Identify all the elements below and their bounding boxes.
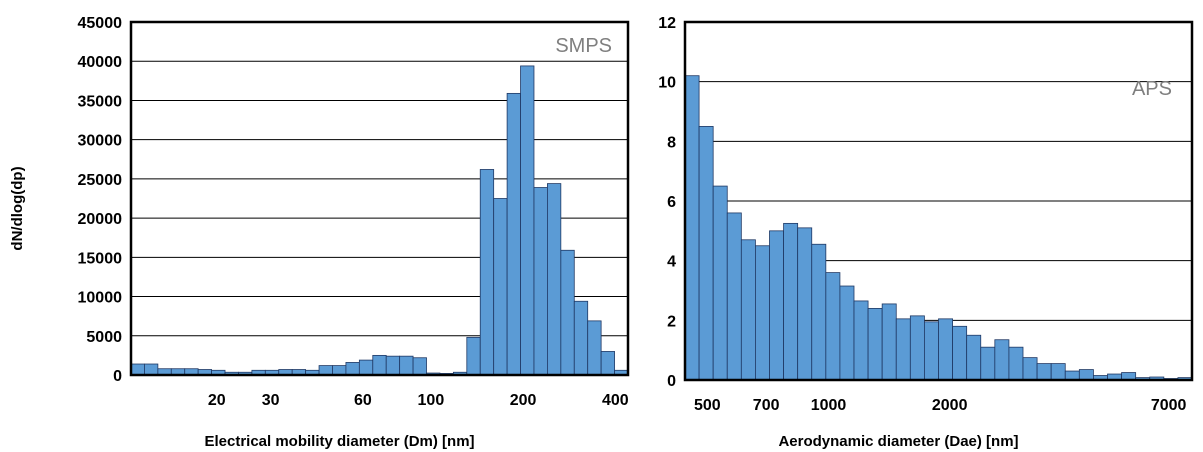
histogram-bar [1008,346,1024,381]
histogram-bar [399,355,414,376]
histogram-bar [358,359,374,376]
histogram-bar [130,363,145,376]
x-tick-label: 2000 [932,397,968,414]
histogram-bar [493,198,508,376]
histogram-bar [755,245,770,381]
x-tick-label: 200 [510,392,537,409]
histogram-bar [144,363,159,376]
histogram-bar [853,300,869,381]
histogram-bar [1064,370,1080,381]
histogram-bar [712,185,728,381]
histogram-bar [980,346,996,381]
histogram-bar [881,303,897,381]
x-tick-label: 100 [418,392,445,409]
y-tick-label: 4 [667,254,676,271]
histogram-bar [825,272,841,381]
y-axis-title: dN/dlog(dp) [9,166,26,250]
y-tick-label: 25000 [78,172,123,189]
x-tick-label: 30 [262,392,280,409]
y-tick-label: 45000 [78,15,123,32]
histogram-bar [769,230,784,381]
plot-frame [129,20,630,377]
histogram-bar [479,169,495,376]
histogram-bar [372,354,387,376]
histogram-bar [1078,369,1094,381]
histogram-bar [533,187,548,376]
x-tick-label: 500 [694,397,721,414]
x-tick-label: 400 [602,392,629,409]
histogram-bar [600,351,615,376]
histogram-bar [924,321,939,381]
x-axis-title: Electrical mobility diameter (Dm) [nm] [204,433,474,450]
histogram-bar [560,249,575,376]
histogram-bar [867,307,883,381]
histogram-bar [811,243,827,381]
histogram-bar [952,325,968,381]
y-tick-label: 6 [667,194,676,211]
histogram-bar [547,183,562,376]
histogram-bar [412,357,427,376]
panel-label: APS [1132,78,1172,100]
x-tick-label: 60 [354,392,372,409]
histogram-bar [994,339,1010,381]
histogram-bar [797,227,813,381]
x-tick-label: 1000 [811,397,847,414]
x-tick-label: 7000 [1151,397,1187,414]
y-tick-label: 2 [667,313,676,330]
histogram-bar [385,355,401,376]
histogram-bar [895,318,911,381]
y-tick-label: 40000 [78,54,123,71]
x-tick-label: 20 [208,392,226,409]
y-tick-label: 30000 [78,133,123,150]
y-tick-label: 8 [667,134,676,151]
histogram-bar [332,365,347,376]
histogram-bar [318,365,333,376]
histogram-bar [1036,363,1052,381]
y-tick-label: 5000 [86,329,122,346]
histogram-bar [345,362,360,376]
histogram-bar [466,336,481,376]
histogram-bar [587,320,602,376]
histogram-bar [698,126,714,381]
y-tick-label: 12 [658,15,676,32]
histogram-bar [740,239,756,381]
histogram-bar [1050,363,1066,381]
histogram-bar [938,318,953,381]
histogram-bar [783,222,799,381]
y-tick-label: 10000 [78,290,123,307]
plot-frame [683,20,1194,382]
y-tick-label: 35000 [78,93,123,110]
histogram-bar [966,334,982,381]
histogram-bar [684,75,700,381]
y-tick-label: 0 [113,368,122,385]
histogram-bar [1022,357,1038,381]
histogram-bar [909,315,925,381]
x-axis-title: Aerodynamic diameter (Dae) [nm] [778,433,1018,450]
y-tick-label: 15000 [78,250,123,267]
histogram-bar [839,285,855,381]
y-tick-label: 20000 [78,211,123,228]
y-tick-label: 10 [658,75,676,92]
x-tick-label: 700 [753,397,780,414]
histogram-bar [520,65,535,376]
panel-label: SMPS [555,35,612,57]
histogram-bar [726,212,742,381]
histogram-bar [506,92,521,376]
y-tick-label: 0 [667,373,676,390]
histogram-bar [573,300,589,376]
